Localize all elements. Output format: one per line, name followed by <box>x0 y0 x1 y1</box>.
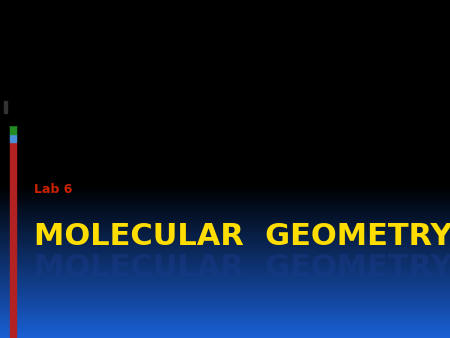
Bar <box>10 0 16 125</box>
Bar <box>4 101 7 113</box>
Text: MOLECULAR  GEOMETRY: MOLECULAR GEOMETRY <box>34 222 450 251</box>
Text: MOLECULAR  GEOMETRY: MOLECULAR GEOMETRY <box>34 252 450 282</box>
Bar <box>10 134 16 142</box>
Bar <box>10 125 16 134</box>
Text: Lab 6: Lab 6 <box>34 183 72 196</box>
Bar <box>10 142 16 338</box>
